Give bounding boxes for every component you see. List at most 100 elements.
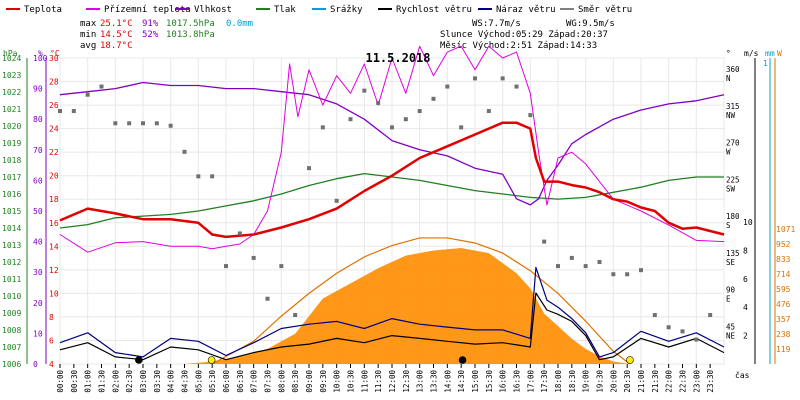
axis-hpa-tick: 1022 — [2, 88, 21, 97]
axis-hpa-tick: 1010 — [2, 292, 21, 301]
axis-temp-tick: 24 — [49, 125, 59, 134]
wind-direction-point — [500, 76, 505, 81]
wind-direction-point — [473, 76, 477, 81]
sun-moon-marker — [207, 356, 216, 364]
axis-temp-tick: 14 — [49, 242, 59, 251]
axis-temp-tick: 28 — [49, 78, 59, 87]
axis-hpa-tick: 1013 — [2, 241, 21, 250]
x-tick-label: 06:30 — [236, 370, 245, 393]
x-tick-label: 12:30 — [402, 370, 411, 393]
wind-direction-point — [556, 264, 560, 269]
axis-dir-tick-label: NE — [726, 331, 736, 340]
axis-temp-tick: 22 — [49, 148, 59, 157]
legend-item-vlhkost: Vlhkost — [176, 5, 232, 15]
series-lines-layer — [59, 45, 725, 361]
sun-theoretical-line — [211, 237, 631, 365]
info-moon: Měsíc Východ:2:51 Západ:14:33 — [440, 41, 597, 51]
x-tick-label: 09:00 — [305, 370, 314, 393]
wind-direction-point — [376, 100, 381, 105]
x-tick-label: 01:00 — [84, 370, 93, 393]
legend-label: Tlak — [274, 5, 296, 15]
stats-block: max 25.1°C 91% 1017.5hPa 0.0mm min 14.5°… — [80, 19, 253, 51]
axis-dir-tick-label: E — [726, 295, 731, 304]
axis-w-tick: 119 — [776, 345, 791, 354]
axis-time-unit: čas — [735, 370, 750, 380]
series-line-prizemni-teplota — [59, 45, 725, 253]
x-tick-label: 23:00 — [692, 370, 701, 393]
axis-dir-tick-label: N — [726, 74, 731, 83]
wind-direction-point — [265, 296, 270, 301]
series-line-rychlost-vetru — [59, 292, 725, 361]
x-tick-label: 22:30 — [679, 370, 688, 393]
wind-direction-point — [196, 174, 201, 179]
stat-min-label: min — [80, 30, 96, 40]
axis-hpa-tick: 1020 — [2, 122, 21, 131]
axis-hpa-tick: 1024 — [2, 54, 21, 63]
axis-pct-tick: 80 — [33, 115, 43, 124]
x-tick-label: 04:00 — [167, 370, 176, 393]
stat-avg-temp: 18.7°C — [100, 41, 133, 51]
x-tick-label: 06:00 — [222, 370, 231, 393]
x-tick-label: 13:00 — [416, 370, 425, 393]
axis-dir-tick-deg: 360 — [726, 65, 740, 74]
x-tick-label: 07:30 — [264, 370, 273, 393]
x-tick-label: 10:30 — [347, 370, 356, 393]
wind-direction-point — [113, 121, 118, 126]
axis-w-tick: 595 — [776, 285, 791, 294]
x-tick-label: 03:00 — [139, 370, 148, 393]
wind-direction-point — [224, 264, 228, 269]
axis-mm-unit: mm — [765, 49, 775, 58]
wind-direction-point — [528, 113, 533, 118]
sun-moon-marker — [135, 356, 143, 364]
chart-title: 11.5.2018 — [365, 51, 430, 65]
x-tick-label: 21:00 — [637, 370, 646, 393]
axis-hpa-tick: 1008 — [2, 326, 21, 335]
wind-direction-point — [71, 109, 76, 114]
axis-dir-tick-deg: 225 — [726, 175, 740, 184]
stat-max-hum: 91% — [142, 19, 159, 29]
stat-min-press: 1013.8hPa — [166, 30, 215, 40]
axis-temp-tick: 20 — [49, 172, 59, 181]
axis-temp-unit: °C — [50, 49, 60, 58]
wind-direction-point — [569, 255, 574, 260]
legend-item-smer-vetru: Směr větru — [560, 5, 632, 15]
axis-pct-tick: 40 — [33, 238, 43, 247]
x-tick-label: 02:00 — [111, 370, 120, 393]
wind-direction-point — [431, 96, 436, 101]
wind-direction-layer — [58, 76, 713, 364]
x-tick-label: 17:30 — [540, 370, 549, 393]
axis-pct-tick: 20 — [33, 299, 43, 308]
wind-direction-point — [154, 121, 159, 126]
x-tick-label: 01:30 — [98, 370, 107, 393]
stat-max-label: max — [80, 19, 97, 29]
x-tick-label: 00:00 — [56, 370, 65, 393]
wind-direction-point — [694, 337, 699, 342]
wind-direction-point — [58, 109, 62, 114]
info-block: WS:7.7m/s WG:9.5m/s Slunce Východ:05:29 … — [440, 19, 615, 51]
x-tick-label: 05:30 — [208, 370, 217, 393]
axis-dir-tick-label: W — [726, 148, 731, 157]
axis-w-unit: W — [777, 49, 782, 58]
axis-deg-unit: ° — [726, 49, 731, 58]
axis-dir-tick-label: SE — [726, 258, 736, 267]
stat-max-rain: 0.0mm — [226, 19, 253, 29]
axis-w-tick: 833 — [776, 255, 791, 264]
axis-w-tick: 238 — [776, 330, 791, 339]
wind-direction-point — [417, 109, 422, 114]
x-tick-label: 09:30 — [319, 370, 328, 393]
axis-pct-tick: 30 — [33, 268, 43, 277]
legend-label: Vlhkost — [194, 5, 232, 15]
axis-temp-tick: 10 — [49, 289, 59, 298]
axis-w-tick: 357 — [776, 315, 791, 324]
wind-direction-point — [182, 149, 187, 154]
wind-direction-point — [486, 109, 491, 114]
stat-max-temp: 25.1°C — [100, 19, 133, 29]
axis-ms-tick: 2 — [743, 332, 748, 341]
x-tick-label: 04:30 — [181, 370, 190, 393]
axis-dir-tick-label: S — [726, 221, 731, 230]
wind-direction-point — [390, 125, 394, 130]
legend: Teplota Přízemní teplota Vlhkost Tlak Sr… — [6, 5, 632, 15]
axis-dir-tick-deg: 90 — [726, 286, 736, 295]
axis-temp-tick: 26 — [49, 101, 59, 110]
